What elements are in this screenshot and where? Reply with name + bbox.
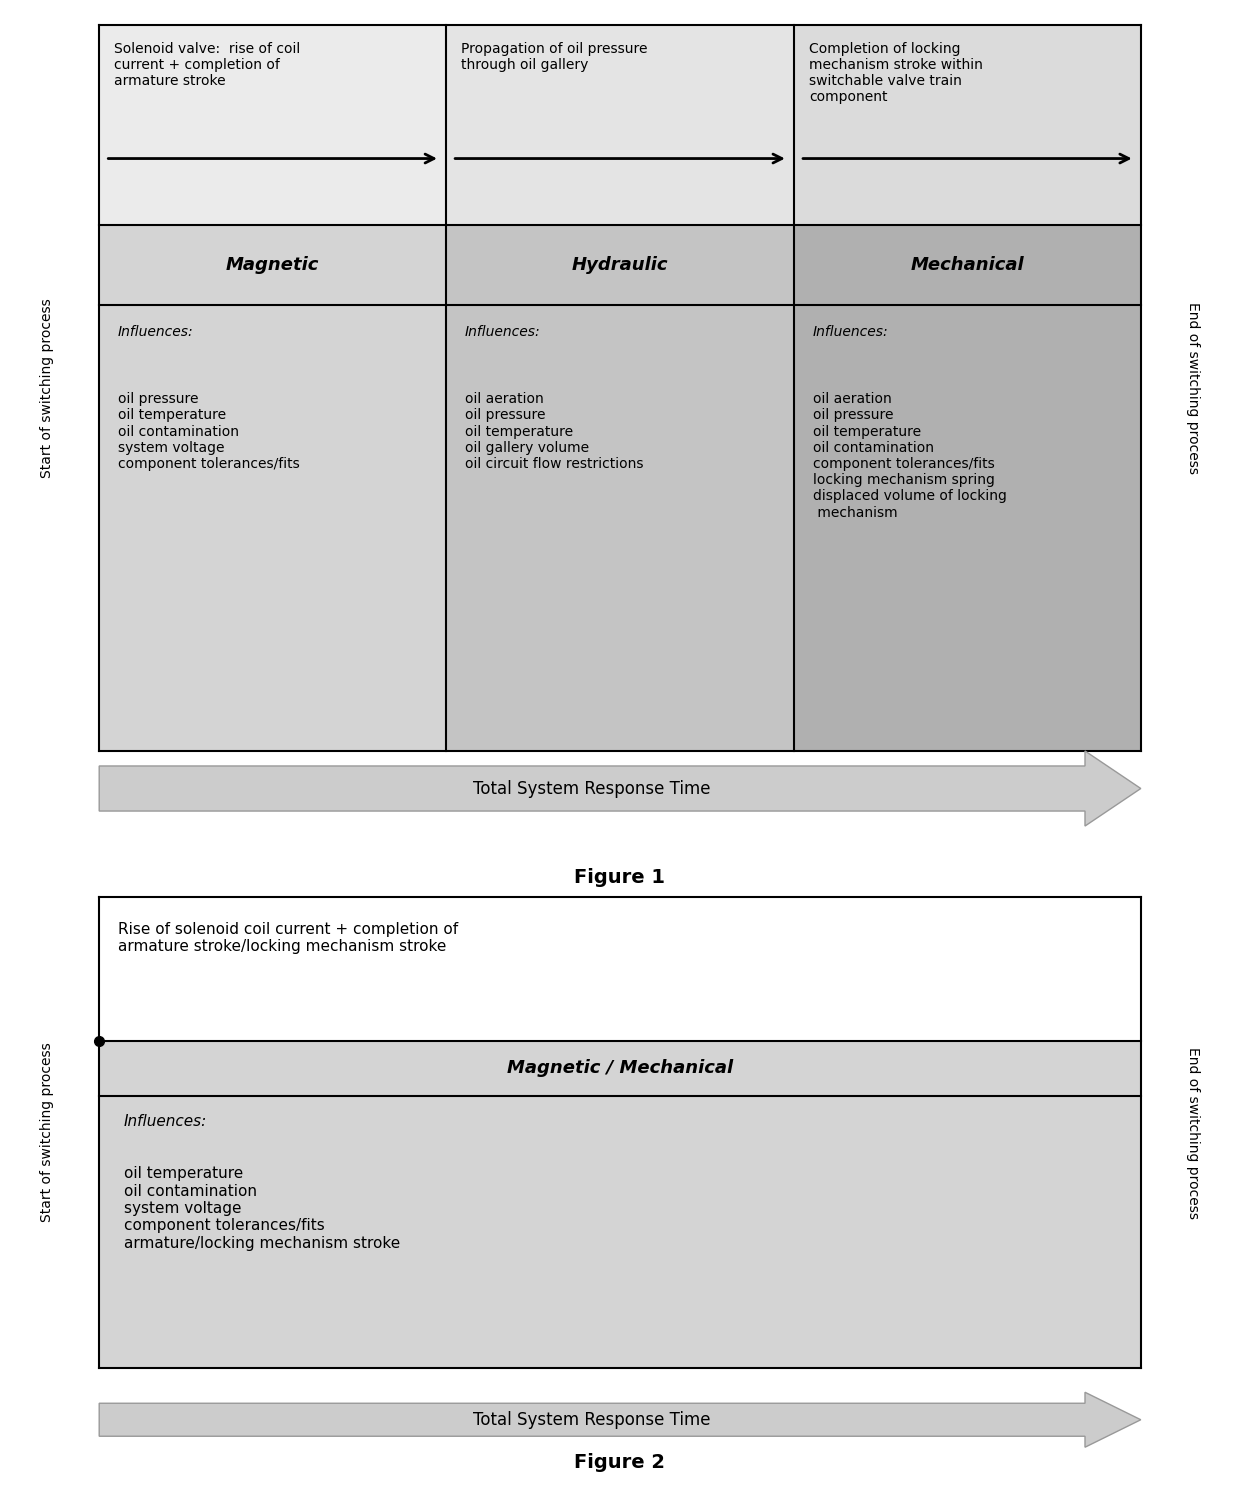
Bar [794, 225, 1141, 751]
Bar [446, 25, 794, 225]
Text: Start of switching process: Start of switching process [40, 298, 55, 478]
Text: Solenoid valve:  rise of coil
current + completion of
armature stroke: Solenoid valve: rise of coil current + c… [114, 42, 300, 88]
Text: Influences:: Influences: [118, 325, 193, 340]
Text: Total System Response Time: Total System Response Time [474, 779, 711, 797]
Text: End of switching process: End of switching process [1185, 302, 1200, 474]
Text: oil pressure
oil temperature
oil contamination
system voltage
component toleranc: oil pressure oil temperature oil contami… [118, 392, 300, 471]
Text: oil aeration
oil pressure
oil temperature
oil gallery volume
oil circuit flow re: oil aeration oil pressure oil temperatur… [465, 392, 644, 471]
Bar [99, 1042, 1141, 1368]
Text: End of switching process: End of switching process [1185, 1046, 1200, 1219]
Text: oil temperature
oil contamination
system voltage
component tolerances/fits
armat: oil temperature oil contamination system… [124, 1167, 401, 1250]
Text: Influences:: Influences: [124, 1115, 207, 1129]
Text: Hydraulic: Hydraulic [572, 256, 668, 274]
Text: oil aeration
oil pressure
oil temperature
oil contamination
component tolerances: oil aeration oil pressure oil temperatur… [812, 392, 1007, 520]
Text: Total System Response Time: Total System Response Time [474, 1411, 711, 1429]
Polygon shape [99, 1392, 1141, 1447]
Bar [794, 25, 1141, 225]
Text: Completion of locking
mechanism stroke within
switchable valve train
component: Completion of locking mechanism stroke w… [808, 42, 983, 104]
Polygon shape [99, 751, 1141, 825]
Text: Mechanical: Mechanical [910, 256, 1024, 274]
Text: Magnetic: Magnetic [226, 256, 320, 274]
Text: Propagation of oil pressure
through oil gallery: Propagation of oil pressure through oil … [461, 42, 647, 72]
Text: Magnetic / Mechanical: Magnetic / Mechanical [507, 1059, 733, 1077]
Text: Figure 1: Figure 1 [574, 867, 666, 887]
Bar [99, 225, 446, 751]
Text: Influences:: Influences: [812, 325, 888, 340]
Text: Figure 2: Figure 2 [574, 1453, 666, 1472]
Bar [99, 897, 1141, 1042]
Text: Rise of solenoid coil current + completion of
armature stroke/locking mechanism : Rise of solenoid coil current + completi… [118, 922, 458, 954]
Text: PRIOR ART: PRIOR ART [562, 913, 678, 933]
Text: Influences:: Influences: [465, 325, 541, 340]
Text: Start of switching process: Start of switching process [40, 1043, 55, 1222]
Bar [446, 225, 794, 751]
Bar [99, 25, 446, 225]
